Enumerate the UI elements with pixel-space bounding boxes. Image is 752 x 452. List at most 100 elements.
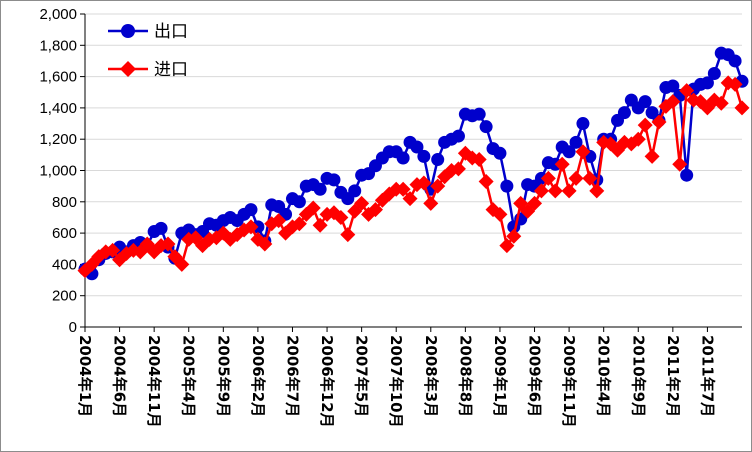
y-tick-label: 0 (69, 319, 77, 336)
data-point (243, 219, 259, 235)
y-tick-label: 600 (52, 225, 77, 242)
data-point (174, 256, 190, 272)
series-imports (77, 75, 750, 279)
data-point (430, 178, 446, 194)
data-point (665, 94, 681, 110)
data-point (547, 183, 563, 199)
x-tick-label: 2004年6月 (111, 335, 129, 417)
data-point (630, 131, 646, 147)
data-point (728, 54, 742, 68)
x-tick-label: 2006年7月 (283, 335, 301, 417)
data-point (576, 117, 590, 131)
data-point (416, 175, 432, 191)
data-point (506, 228, 522, 244)
data-point (568, 170, 584, 186)
data-point (312, 217, 328, 233)
data-point (569, 135, 583, 149)
data-point (348, 184, 362, 198)
data-point (500, 179, 514, 193)
data-point (554, 156, 570, 172)
data-point (431, 153, 445, 167)
data-point (327, 173, 341, 187)
x-tick-label: 2005年4月 (180, 335, 198, 417)
data-point (257, 236, 273, 252)
data-point (396, 151, 410, 165)
data-point (451, 129, 465, 143)
data-point (527, 195, 543, 211)
x-tick-label: 2010年4月 (595, 335, 613, 417)
data-point (713, 95, 729, 111)
data-point (589, 183, 605, 199)
x-tick-label: 2004年11月 (145, 335, 163, 428)
data-point (638, 95, 652, 109)
x-tick-labels: 2004年1月 2004年6月 2004年11月 2005年4月 2005年9月 2006… (76, 335, 716, 428)
data-point (540, 170, 556, 186)
data-point (727, 76, 743, 92)
x-tick-label: 2004年1月 (76, 335, 94, 417)
y-tick-label: 2,000 (39, 6, 77, 23)
data-point (561, 183, 577, 199)
y-tick-label: 1,600 (39, 69, 77, 86)
data-point (479, 120, 493, 134)
x-tick-label: 2005年9月 (214, 335, 232, 417)
data-point (91, 249, 107, 265)
data-point (292, 195, 306, 209)
data-point (734, 100, 750, 116)
data-point (313, 182, 327, 196)
data-point (160, 236, 176, 252)
data-point (562, 145, 576, 159)
x-tick-label: 2006年12月 (318, 335, 336, 428)
data-point (492, 206, 508, 222)
data-point (395, 181, 411, 197)
x-tick-label: 2008年8月 (456, 335, 474, 417)
data-point (471, 152, 487, 168)
data-point (672, 156, 688, 172)
x-tick-label: 2009年1月 (491, 335, 509, 417)
data-point (305, 200, 321, 216)
x-tick-label: 2009年11月 (560, 335, 578, 428)
data-point (493, 146, 507, 160)
x-tick-label: 2007年5月 (353, 335, 371, 417)
data-point (340, 227, 356, 243)
y-tick-label: 800 (52, 194, 77, 211)
data-point (154, 221, 168, 235)
y-tick-labels: 0 200 400 600 800 1,000 1,200 1,400 1,600 1,800 2,… (39, 6, 77, 336)
data-point (644, 148, 660, 164)
x-tick-label: 2010年9月 (629, 335, 647, 417)
y-tick-label: 400 (52, 256, 77, 273)
data-point (410, 140, 424, 154)
y-tick-label: 1,000 (39, 163, 77, 180)
data-point (472, 107, 486, 121)
data-point (637, 117, 653, 133)
data-point (666, 79, 680, 93)
data-point (582, 170, 598, 186)
data-point (478, 173, 494, 189)
legend-swatch-imports-marker (120, 61, 136, 77)
data-point (679, 83, 695, 99)
x-tick-label: 2011年7月 (698, 335, 716, 417)
data-point (271, 213, 287, 229)
x-tick-label: 2007年10月 (387, 335, 405, 428)
data-point (575, 144, 591, 160)
data-point (617, 106, 631, 120)
legend-label-exports: 出口 (154, 22, 188, 42)
legend-label-imports: 进口 (154, 60, 188, 80)
x-tick-label: 2011年2月 (664, 335, 682, 417)
series-exports (78, 46, 749, 281)
x-tick-label: 2008年3月 (422, 335, 440, 417)
gridlines (85, 13, 742, 297)
y-tick-label: 1,400 (39, 100, 77, 117)
data-point (354, 195, 370, 211)
data-point (533, 183, 549, 199)
data-point (707, 66, 721, 80)
data-point (499, 238, 515, 254)
data-point (417, 149, 431, 163)
y-tick-label: 1,800 (39, 37, 77, 54)
x-tick-label: 2009年6月 (526, 335, 544, 417)
data-point (680, 168, 694, 182)
data-point (333, 209, 349, 225)
data-point (105, 242, 121, 258)
series-group (77, 46, 750, 281)
y-tick-label: 200 (52, 288, 77, 305)
